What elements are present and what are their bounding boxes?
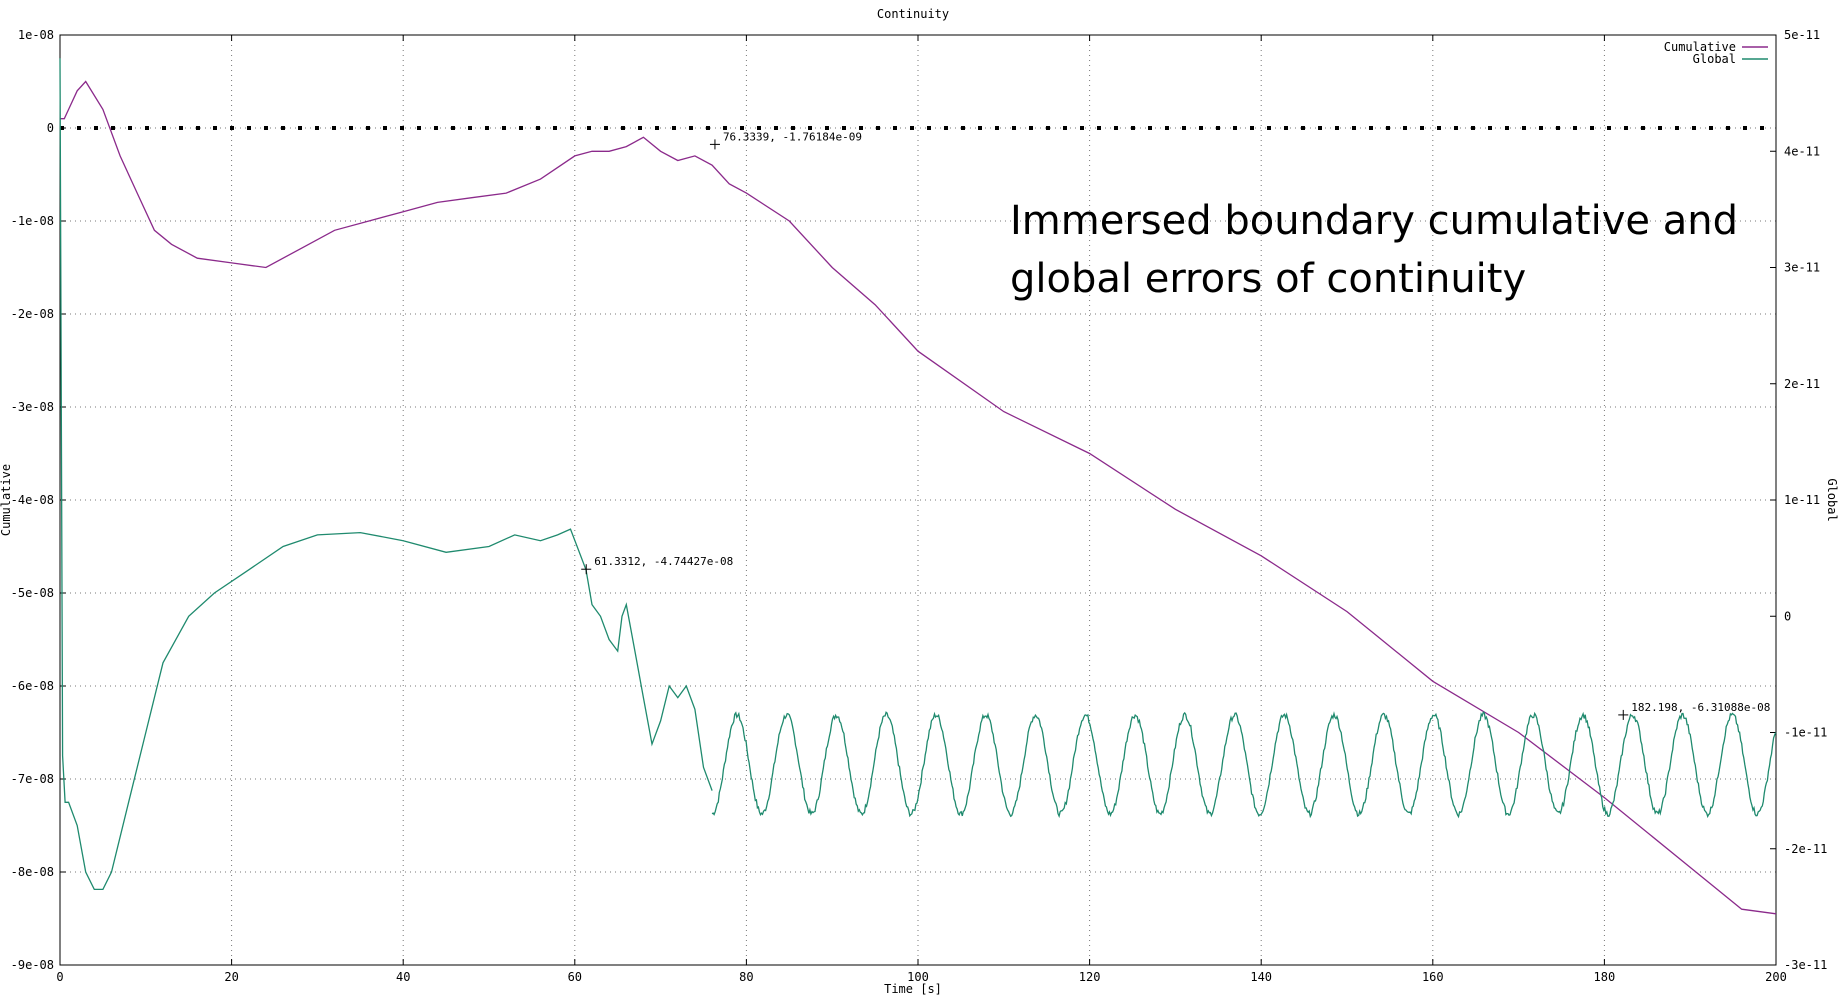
x-tick-label: 140 [1250, 970, 1272, 984]
overlay-caption: Immersed boundary cumulative and global e… [1010, 198, 1738, 302]
annotations: 76.3339, -1.76184e-09 61.3312, -4.74427e-… [581, 130, 1770, 720]
y2-axis-ticks: 5e-11 4e-11 3e-11 2e-11 1e-11 0 -1e-11 -2e-11 -3… [1770, 28, 1827, 972]
y2-axis-label: Global [1825, 478, 1838, 521]
y2-tick-label: -2e-11 [1784, 842, 1827, 856]
y-tick-label: -7e-08 [11, 772, 54, 786]
y-tick-label: -6e-08 [11, 679, 54, 693]
y-tick-label: -2e-08 [11, 307, 54, 321]
x-tick-label: 80 [739, 970, 753, 984]
x-tick-label: 120 [1079, 970, 1101, 984]
x-tick-label: 40 [396, 970, 410, 984]
x-tick-label: 0 [56, 970, 63, 984]
y2-tick-label: 2e-11 [1784, 377, 1820, 391]
y2-tick-label: 4e-11 [1784, 144, 1820, 158]
y-axis-label: Cumulative [0, 464, 13, 536]
legend-label: Cumulative [1664, 40, 1736, 54]
series-layer [59, 58, 1777, 915]
y-tick-label: -1e-08 [11, 214, 54, 228]
overlay-caption-line: Immersed boundary cumulative and [1010, 198, 1738, 244]
annotation-label: 76.3339, -1.76184e-09 [723, 130, 862, 143]
y2-tick-label: 3e-11 [1784, 261, 1820, 275]
y-axis-ticks: 1e-08 0 -1e-08 -2e-08 -3e-08 -4e-08 -5e-08 -6e-… [11, 28, 66, 972]
y-tick-label: -8e-08 [11, 865, 54, 879]
annotation-label: 61.3312, -4.74427e-08 [594, 555, 733, 568]
legend-label: Global [1693, 52, 1736, 66]
y2-tick-label: -1e-11 [1784, 726, 1827, 740]
series-line-global [59, 58, 713, 891]
x-tick-label: 20 [224, 970, 238, 984]
y-tick-label: -4e-08 [11, 493, 54, 507]
y2-tick-label: 0 [1784, 609, 1791, 623]
y2-tick-label: -3e-11 [1784, 958, 1827, 972]
chart-title: Continuity [877, 7, 949, 21]
x-tick-label: 60 [568, 970, 582, 984]
x-tick-label: 100 [907, 970, 929, 984]
x-tick-label: 160 [1422, 970, 1444, 984]
series-line-cumulative [60, 80, 1777, 915]
y2-tick-label: 5e-11 [1784, 28, 1820, 42]
overlay-caption-line: global errors of continuity [1010, 256, 1526, 302]
x-axis-ticks: 0 20 40 60 80 100 120 140 160 180 200 [56, 35, 1787, 984]
y-tick-label: -9e-08 [11, 958, 54, 972]
x-tick-label: 200 [1765, 970, 1787, 984]
y-tick-label: 0 [47, 121, 54, 135]
x-axis-label: Time [s] [884, 982, 942, 996]
annotation-label: 182.198, -6.31088e-08 [1631, 701, 1770, 714]
x-tick-label: 180 [1594, 970, 1616, 984]
y-tick-label: -5e-08 [11, 586, 54, 600]
series-line-global [711, 711, 1777, 819]
y-tick-label: -3e-08 [11, 400, 54, 414]
y2-tick-label: 1e-11 [1784, 493, 1820, 507]
y-tick-label: 1e-08 [18, 28, 54, 42]
